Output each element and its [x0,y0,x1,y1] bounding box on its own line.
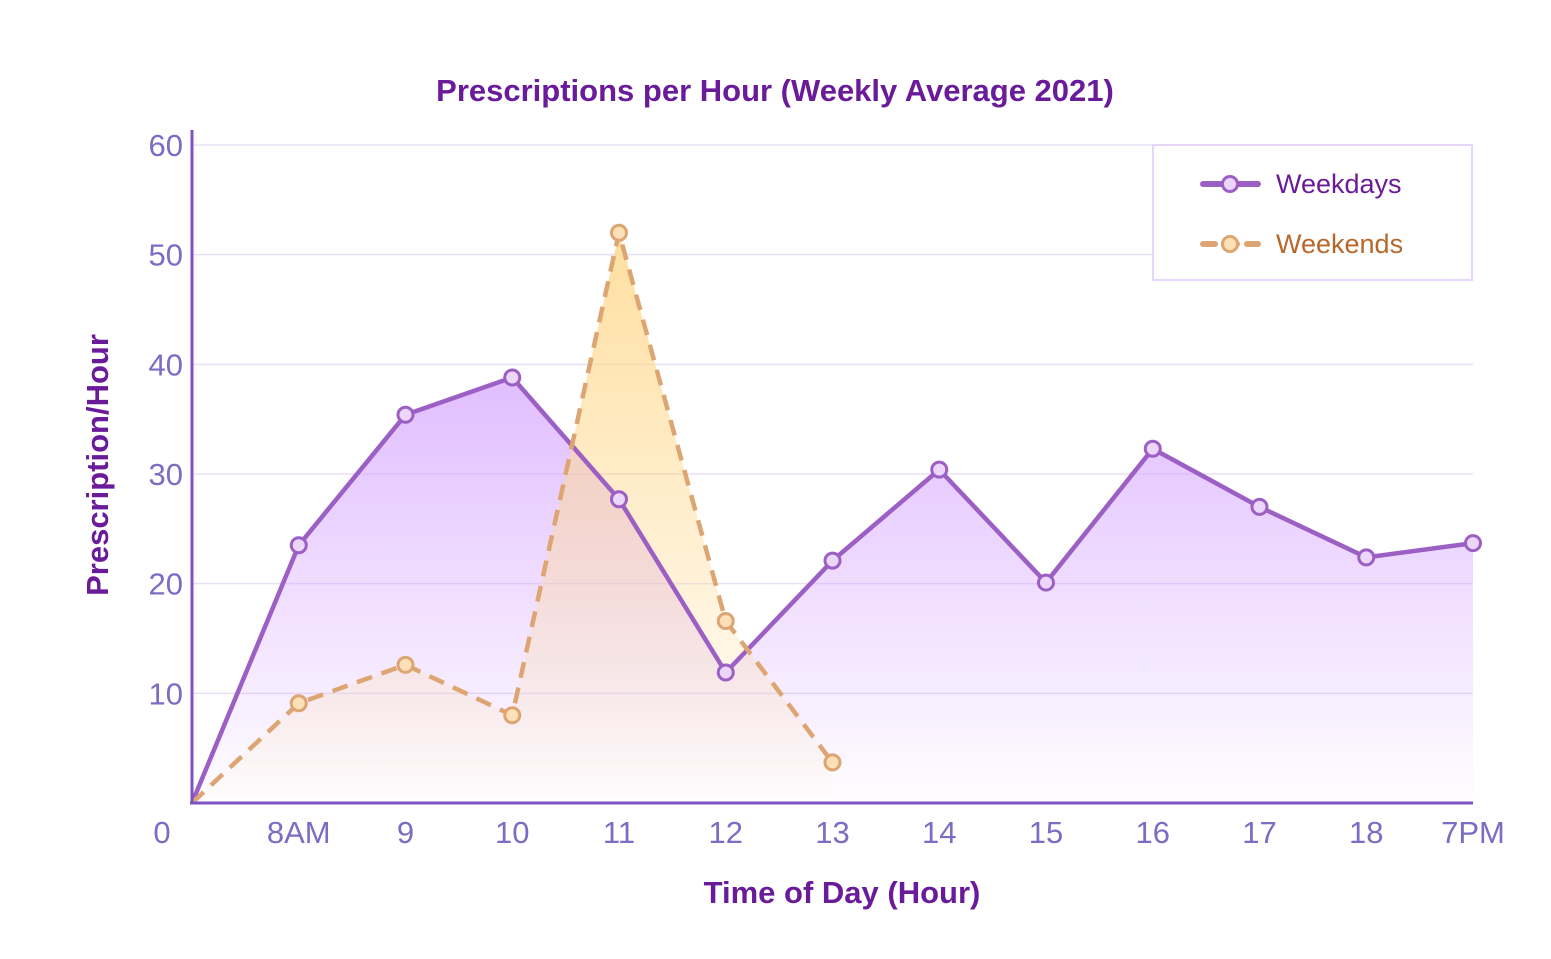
x-tick-label: 9 [397,815,414,850]
legend-label: Weekdays [1276,169,1402,199]
data-point-weekends [716,611,735,630]
legend-label: Weekends [1276,229,1403,259]
data-point-weekdays [716,663,735,682]
x-axis-title: Time of Day (Hour) [704,875,981,910]
legend: Weekdays Weekends [1152,144,1473,281]
x-tick-label: 0 [153,815,170,850]
x-tick-label: 8AM [267,815,331,850]
data-point-weekdays [396,405,415,424]
data-point-weekdays [610,490,628,509]
y-tick-label: 50 [149,238,183,273]
x-tick-label: 18 [1349,815,1383,850]
legend-box [1152,144,1473,281]
chart-title: Prescriptions per Hour (Weekly Average 2… [436,73,1114,108]
y-tick-label: 20 [149,567,183,602]
data-point-weekdays [1143,439,1162,458]
data-point-weekends [396,655,415,674]
x-tick-label: 12 [709,815,743,850]
area-weekdays [192,377,1473,803]
x-tick-label: 10 [495,815,529,850]
data-point-weekends [289,694,308,713]
area-weekends [192,232,833,803]
data-point-weekends [823,753,842,772]
y-tick-label: 30 [149,457,183,492]
y-tick-label: 60 [149,128,183,163]
data-point-weekdays [1357,548,1376,567]
y-axis-title: Prescription/Hour [80,334,115,596]
y-tick-label: 10 [149,676,183,711]
y-tick-label: 40 [149,347,183,382]
x-tick-label: 14 [922,815,956,850]
data-point-weekdays [289,536,308,555]
x-tick-label: 13 [815,815,849,850]
data-point-weekdays [1250,497,1269,516]
data-point-weekdays [1464,534,1482,553]
data-point-weekdays [823,551,842,570]
data-point-weekdays [1037,573,1055,592]
data-point-weekends [503,706,522,725]
data-point-weekdays [930,460,949,479]
legend-marker [1221,235,1239,253]
legend-marker [1221,175,1239,193]
data-point-weekends [610,223,628,242]
x-tick-label: 16 [1136,815,1170,850]
x-tick-label: 15 [1029,815,1063,850]
x-tick-label: 11 [603,815,635,850]
data-point-weekdays [503,368,522,387]
x-tick-label: 7PM [1441,815,1505,850]
x-tick-label: 17 [1242,815,1276,850]
